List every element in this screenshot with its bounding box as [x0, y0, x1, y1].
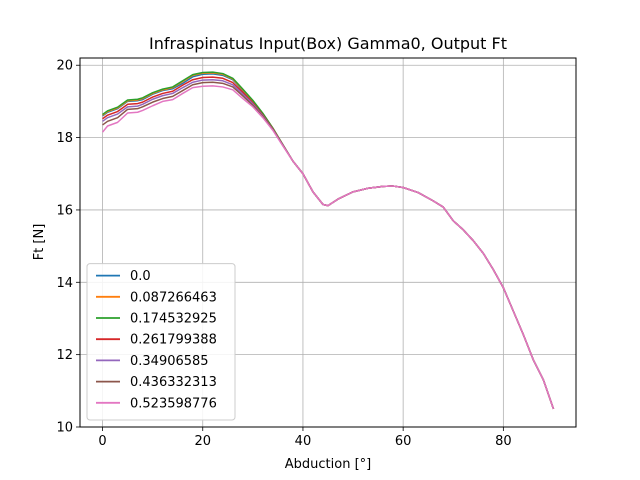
y-tick-label: 18 — [56, 131, 73, 146]
plot-frame — [79, 57, 577, 428]
chart-title: Infraspinatus Input(Box) Gamma0, Output … — [149, 34, 507, 53]
x-tick-label: 20 — [194, 434, 211, 449]
legend-label-1: 0.087266463 — [130, 290, 217, 305]
axis-ticks: 0 20 40 60 80 10 12 14 16 18 20 — [56, 59, 511, 449]
y-tick-label: 14 — [56, 276, 73, 291]
x-tick-label: 40 — [295, 434, 312, 449]
legend: 0.0 0.087266463 0.174532925 0.261799388 0.34… — [86, 263, 236, 421]
x-tick-label: 80 — [495, 434, 512, 449]
legend-label-6: 0.523598776 — [130, 396, 217, 411]
y-tick-label: 12 — [56, 348, 73, 363]
legend-label-2: 0.174532925 — [130, 312, 217, 327]
series-line-6 — [101, 85, 555, 410]
legend-label-3: 0.261799388 — [130, 333, 217, 348]
x-axis-label: Abduction [°] — [285, 457, 371, 472]
legend-label-4: 0.34906585 — [130, 354, 209, 369]
y-tick-label: 16 — [56, 203, 73, 218]
series-lines — [101, 71, 555, 410]
y-axis-label: Ft [N] — [32, 224, 47, 261]
x-tick-label: 0 — [98, 434, 106, 449]
y-tick-label: 10 — [56, 421, 73, 436]
legend-label-5: 0.436332313 — [130, 375, 217, 390]
x-tick-label: 60 — [395, 434, 412, 449]
y-tick-label: 20 — [56, 59, 73, 74]
legend-box — [86, 263, 236, 421]
legend-label-0: 0.0 — [130, 269, 151, 284]
